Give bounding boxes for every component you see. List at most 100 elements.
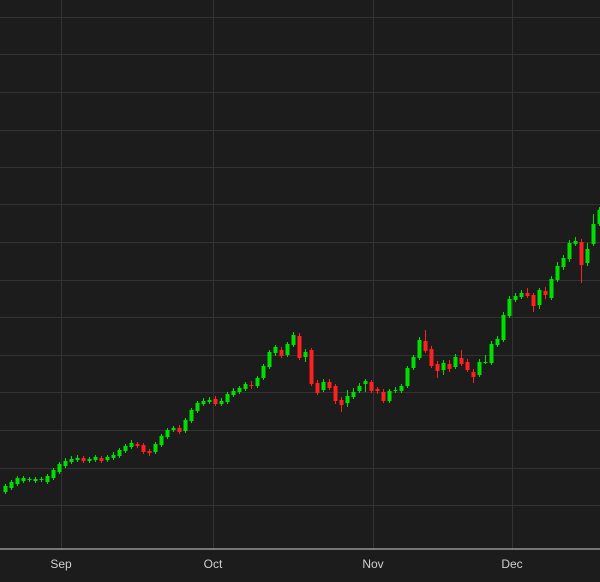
candle-down bbox=[147, 449, 152, 456]
candle-up bbox=[303, 349, 308, 362]
candle-up bbox=[237, 386, 242, 394]
candle-down bbox=[459, 350, 464, 366]
candle-up bbox=[495, 336, 500, 347]
candle-down bbox=[579, 239, 584, 283]
candle-up bbox=[573, 237, 578, 246]
x-tick-label-dec: Dec bbox=[501, 557, 523, 571]
candle-up bbox=[111, 452, 116, 460]
candle-down bbox=[177, 425, 182, 434]
candle-up bbox=[411, 355, 416, 370]
candle-down bbox=[297, 333, 302, 360]
candle-up bbox=[255, 376, 260, 388]
candle-down bbox=[213, 396, 218, 406]
candle-up bbox=[393, 387, 398, 393]
candle-down bbox=[375, 387, 380, 394]
candle-up bbox=[129, 440, 134, 449]
candle-down bbox=[333, 384, 338, 404]
candle-up bbox=[549, 276, 554, 300]
x-tick-label-oct: Oct bbox=[203, 557, 223, 571]
candle-up bbox=[357, 383, 362, 393]
candle-up bbox=[219, 398, 224, 406]
candle-down bbox=[327, 379, 332, 390]
candle-up bbox=[201, 398, 206, 406]
candle-down bbox=[381, 389, 386, 403]
candle-up bbox=[363, 379, 368, 392]
candle-down bbox=[525, 288, 530, 298]
candle-up bbox=[63, 458, 68, 468]
candle-up bbox=[477, 359, 482, 377]
candle-down bbox=[435, 361, 440, 378]
candles bbox=[3, 207, 600, 494]
candle-up bbox=[501, 312, 506, 342]
candle-up bbox=[87, 457, 92, 463]
candle-down bbox=[135, 442, 140, 448]
candle-up bbox=[519, 290, 524, 299]
candle-up bbox=[75, 455, 80, 462]
candle-down bbox=[543, 287, 548, 299]
candle-up bbox=[45, 474, 50, 484]
candle-up bbox=[561, 255, 566, 270]
candle-up bbox=[387, 389, 392, 403]
x-tick-label-nov: Nov bbox=[362, 557, 384, 571]
candle-down bbox=[531, 293, 536, 312]
candle-up bbox=[243, 382, 248, 391]
candle-down bbox=[309, 348, 314, 386]
candle-down bbox=[369, 380, 374, 393]
x-tick-label-sep: Sep bbox=[50, 557, 72, 571]
candle-up bbox=[165, 428, 170, 439]
candle-up bbox=[9, 480, 14, 490]
candle-up bbox=[513, 293, 518, 302]
candle-up bbox=[183, 418, 188, 433]
candle-up bbox=[441, 360, 446, 375]
candle-up bbox=[417, 337, 422, 360]
candle-up bbox=[225, 392, 230, 404]
candle-up bbox=[507, 296, 512, 318]
candle-up bbox=[33, 477, 38, 483]
candle-up bbox=[267, 350, 272, 369]
candle-up bbox=[123, 444, 128, 453]
candle-up bbox=[171, 426, 176, 432]
candle-up bbox=[489, 341, 494, 365]
candle-down bbox=[429, 346, 434, 368]
candle-up bbox=[351, 388, 356, 399]
candle-up bbox=[39, 477, 44, 482]
candle-up bbox=[27, 477, 32, 482]
candle-up bbox=[51, 468, 56, 480]
candle-up bbox=[399, 384, 404, 393]
candle-up bbox=[15, 476, 20, 486]
candle-up bbox=[261, 364, 266, 380]
candle-down bbox=[279, 347, 284, 358]
grid-lines bbox=[0, 0, 600, 549]
candle-up bbox=[69, 456, 74, 464]
candle-up bbox=[57, 462, 62, 474]
candle-up bbox=[555, 262, 560, 282]
candle-up bbox=[189, 408, 194, 423]
candle-down bbox=[315, 380, 320, 395]
candle-up bbox=[285, 342, 290, 357]
candle-down bbox=[141, 443, 146, 454]
candle-up bbox=[345, 390, 350, 407]
candle-up bbox=[273, 345, 278, 356]
candle-up bbox=[93, 455, 98, 462]
candle-up bbox=[159, 434, 164, 447]
candle-up bbox=[483, 355, 488, 364]
candle-up bbox=[105, 455, 110, 462]
candle-up bbox=[207, 397, 212, 404]
candle-up bbox=[453, 354, 458, 369]
candle-down bbox=[81, 456, 86, 463]
candle-up bbox=[3, 484, 8, 494]
candle-up bbox=[21, 476, 26, 483]
candle-up bbox=[591, 214, 596, 246]
candle-up bbox=[153, 442, 158, 454]
candle-down bbox=[339, 397, 344, 412]
candle-down bbox=[465, 359, 470, 372]
candle-down bbox=[99, 456, 104, 463]
candle-up bbox=[321, 379, 326, 392]
candle-up bbox=[537, 288, 542, 309]
candle-up bbox=[195, 401, 200, 413]
candle-down bbox=[423, 330, 428, 353]
candle-down bbox=[471, 369, 476, 383]
candle-up bbox=[405, 366, 410, 388]
candle-down bbox=[447, 360, 452, 372]
